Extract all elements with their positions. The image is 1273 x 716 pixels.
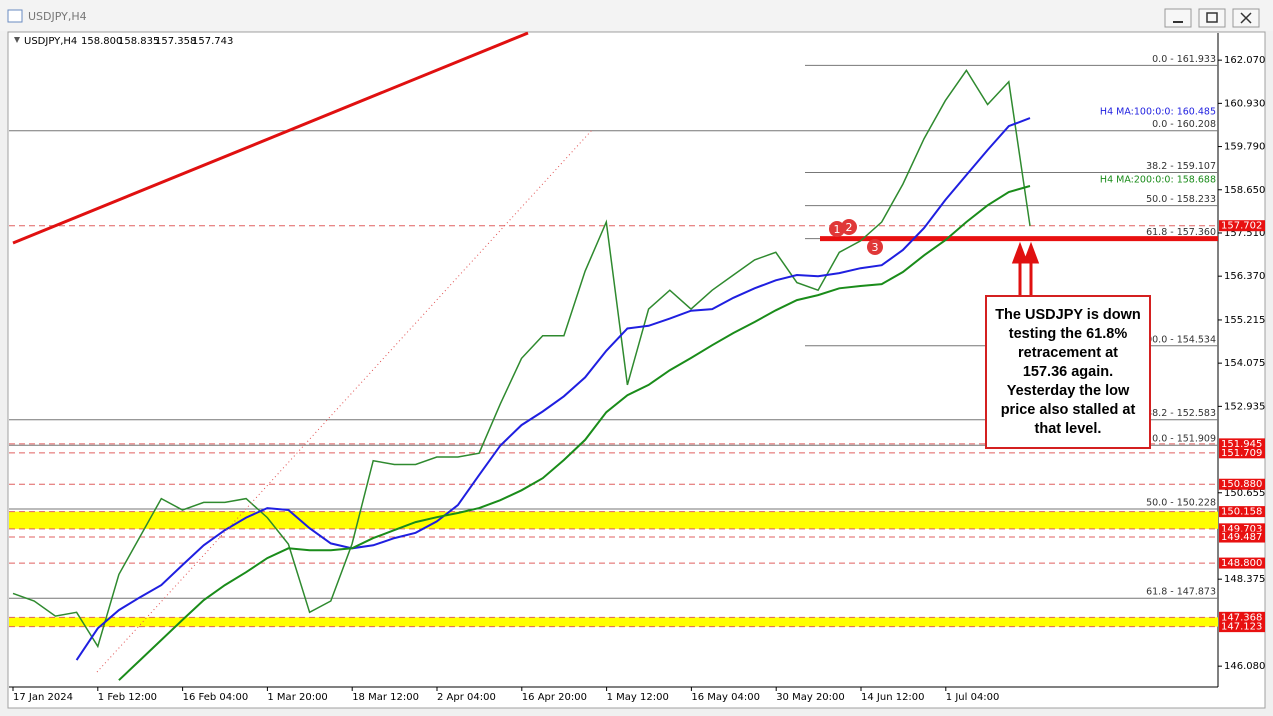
marker	[867, 239, 883, 255]
y-tick-label: 148.375	[1224, 574, 1265, 585]
level-label: 147.123	[1221, 622, 1262, 633]
marker	[829, 221, 845, 237]
level-label: 147.368	[1221, 612, 1262, 623]
maximize-button[interactable]	[1198, 8, 1226, 28]
fib-label: 0.0 - 161.933	[1152, 54, 1216, 65]
y-tick-label: 159.790	[1224, 142, 1265, 153]
fib-label: 0.0 - 160.208	[1152, 119, 1216, 130]
series-line	[118, 185, 1031, 681]
x-tick-label: 14 Jun 12:00	[861, 692, 925, 703]
yellow-zone	[9, 511, 1218, 529]
level-label: 151.709	[1221, 448, 1262, 459]
series-line	[12, 69, 1031, 649]
trend-line	[12, 31, 529, 245]
header-icon	[14, 37, 20, 43]
level-label-bg	[1219, 621, 1265, 633]
marker-label: 3	[872, 241, 879, 254]
fib-label: 0.0 - 151.909	[1152, 434, 1216, 445]
maximize-icon	[1206, 12, 1218, 23]
fib-label: 50.0 - 158.233	[1146, 194, 1216, 205]
y-tick-label: 158.650	[1224, 185, 1265, 196]
y-tick-label: 162.070	[1224, 55, 1265, 66]
x-tick-label: 30 May 20:00	[776, 692, 845, 703]
x-tick-label: 17 Jan 2024	[13, 692, 73, 703]
x-tick-label: 16 Apr 20:00	[522, 692, 587, 703]
level-label-bg	[1219, 478, 1265, 490]
minimize-button[interactable]	[1164, 8, 1192, 28]
level-label-bg	[1219, 531, 1265, 543]
level-label: 150.880	[1221, 479, 1262, 490]
marker	[841, 219, 857, 235]
level-label: 157.702	[1221, 221, 1262, 232]
window-title: USDJPY,H4	[28, 10, 87, 23]
y-tick-label: 154.075	[1224, 358, 1265, 369]
x-tick-label: 18 Mar 12:00	[352, 692, 419, 703]
fib-label: 38.2 - 159.107	[1146, 161, 1216, 172]
level-label: 149.703	[1221, 524, 1262, 535]
y-tick-label: 155.215	[1224, 315, 1265, 326]
fib-label: 61.8 - 147.873	[1146, 587, 1216, 598]
level-label-bg	[1219, 220, 1265, 232]
level-label-bg	[1219, 611, 1265, 623]
ma-label: H4 MA:200:0:0: 158.688	[1100, 174, 1216, 185]
y-tick-label: 152.935	[1224, 401, 1265, 412]
x-tick-label: 1 Jul 04:00	[946, 692, 1000, 703]
x-tick-label: 1 Feb 12:00	[98, 692, 157, 703]
yellow-zone	[9, 617, 1218, 627]
y-tick-label: 157.510	[1224, 228, 1265, 239]
marker-label: 1	[834, 223, 841, 236]
y-tick-label: 150.655	[1224, 488, 1265, 499]
annotation: The USDJPY is down testing the 61.8% ret…	[985, 295, 1151, 449]
ohlc-value: 157.358	[155, 36, 196, 47]
fib-label: 38.2 - 152.583	[1146, 408, 1216, 419]
fib-label: 100.0 - 154.534	[1140, 334, 1216, 345]
x-tick-label: 2 Apr 04:00	[437, 692, 496, 703]
ohlc-value: 158.800	[81, 36, 122, 47]
y-tick-label: 146.080	[1224, 661, 1265, 672]
level-label: 151.945	[1221, 439, 1262, 450]
level-label-bg	[1219, 438, 1265, 450]
ma-label: H4 MA:100:0:0: 160.485	[1100, 107, 1216, 118]
symbol: USDJPY,H4	[24, 36, 77, 47]
x-tick-label: 1 May 12:00	[607, 692, 669, 703]
x-tick-label: 16 May 04:00	[691, 692, 760, 703]
fib-label: 61.8 - 157.360	[1146, 227, 1216, 238]
level-label-bg	[1219, 506, 1265, 518]
window-icon	[7, 9, 23, 23]
level-label: 148.800	[1221, 558, 1262, 569]
level-label: 150.158	[1221, 507, 1262, 518]
level-label-bg	[1219, 557, 1265, 569]
arrow	[1011, 241, 1029, 295]
x-tick-label: 1 Mar 20:00	[267, 692, 327, 703]
ohlc-value: 157.743	[192, 36, 233, 47]
arrow	[1022, 241, 1040, 295]
close-icon	[1240, 12, 1252, 24]
level-label: 149.487	[1221, 532, 1262, 543]
ohlc-value: 158.835	[118, 36, 159, 47]
level-label-bg	[1219, 447, 1265, 459]
title-bar	[0, 0, 1273, 31]
marker-label: 2	[846, 221, 853, 234]
x-tick-label: 16 Feb 04:00	[183, 692, 249, 703]
window-buttons	[1164, 8, 1260, 28]
fib-label: 50.0 - 150.228	[1146, 497, 1216, 508]
y-tick-label: 156.370	[1224, 271, 1265, 282]
y-tick-label: 160.930	[1224, 98, 1265, 109]
level-label-bg	[1219, 523, 1265, 535]
series-line	[75, 117, 1031, 661]
